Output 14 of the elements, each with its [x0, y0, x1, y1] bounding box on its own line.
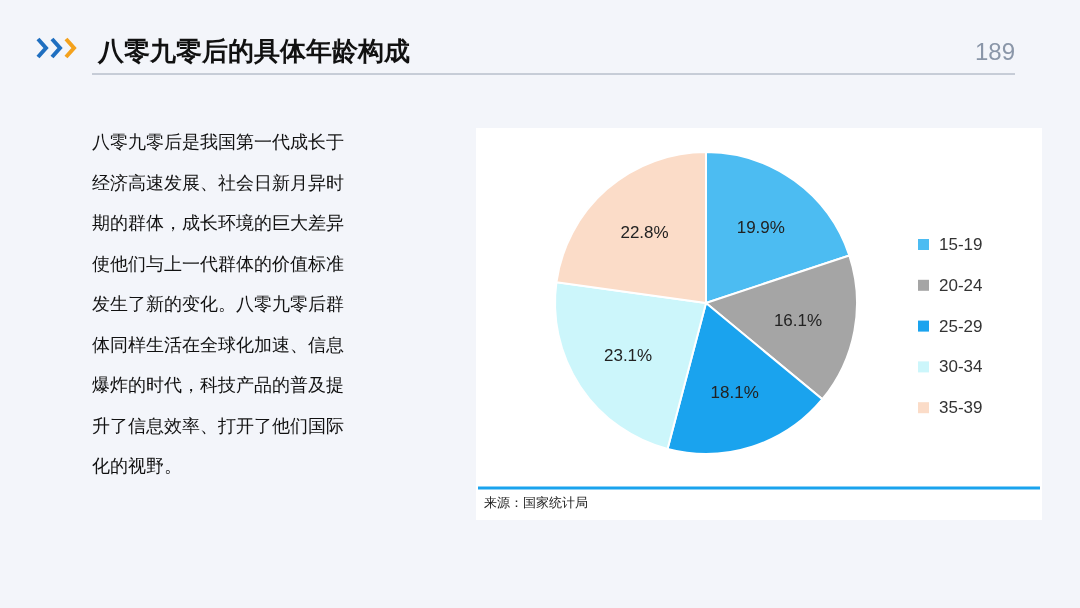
- legend-label: 25-29: [939, 316, 983, 336]
- legend-label: 35-39: [939, 398, 983, 418]
- data-label: 22.8%: [620, 223, 669, 243]
- legend-label: 15-19: [939, 235, 983, 254]
- data-label: 18.1%: [710, 383, 759, 403]
- text: 八零九零后的具体年龄构成: [97, 36, 410, 66]
- text: 189: [974, 38, 1015, 65]
- data-label: 16.1%: [773, 311, 823, 331]
- data-label: 19.9%: [736, 218, 785, 238]
- data-label: 23.1%: [603, 345, 653, 365]
- source-note: 来源：国家统计局: [484, 495, 588, 510]
- text: 八零九零后是我国第一代成长于经济高速发展、社会日新月异时期的群体，成长环境的巨大差异使他们与上一代群体的价值标准发生了新的变化。八零九零后群体同样生活在全球化加速、信息爆炸的时代，科技产品的普及提升了信息效率、打开了他们国际化的视野。: [92, 131, 344, 476]
- legend-label: 20-24: [939, 275, 983, 295]
- legend-label: 30-34: [939, 357, 983, 377]
